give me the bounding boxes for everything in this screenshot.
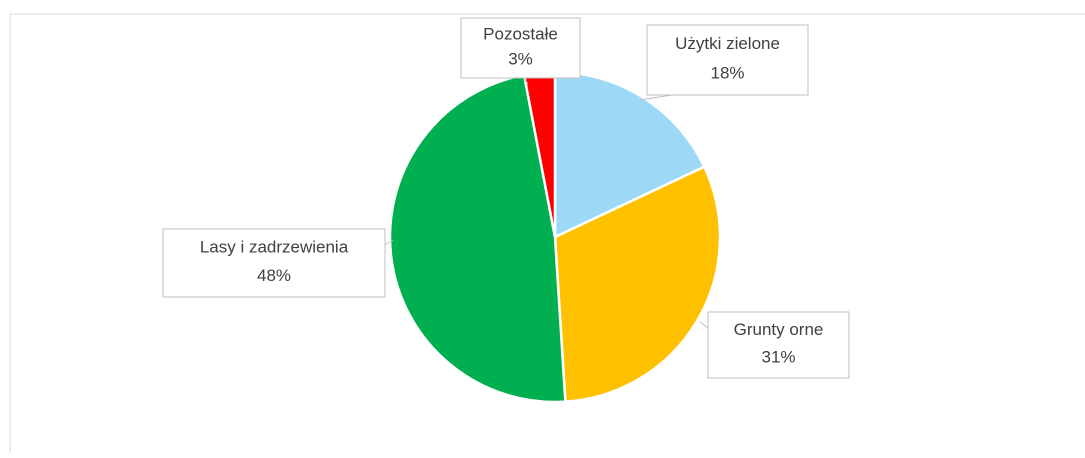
value-label: 3% <box>508 49 533 68</box>
category-label: Grunty orne <box>734 320 824 339</box>
label-box <box>460 17 581 79</box>
leader-line <box>384 239 394 246</box>
leader-line <box>639 94 673 101</box>
value-label: 31% <box>761 348 795 367</box>
value-label: 18% <box>710 63 744 82</box>
category-label: Pozostałe <box>483 24 558 43</box>
leader-line <box>699 321 709 329</box>
category-label: Użytki zielone <box>675 34 780 53</box>
pie-slice <box>553 165 722 404</box>
category-label: Lasy i zadrzewienia <box>200 238 349 257</box>
label-box <box>162 228 386 298</box>
label-box <box>646 24 809 96</box>
leader-line <box>522 77 529 85</box>
label-box <box>707 311 850 379</box>
pie-slice <box>388 73 567 404</box>
value-label: 48% <box>257 266 291 285</box>
chart-border <box>9 13 1085 453</box>
